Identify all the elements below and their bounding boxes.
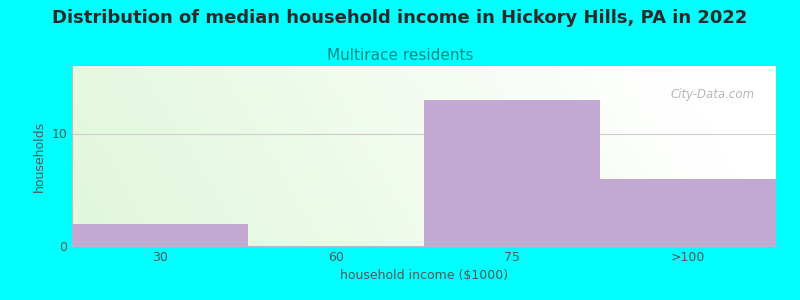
Bar bbox=[600, 178, 776, 246]
X-axis label: household income ($1000): household income ($1000) bbox=[340, 269, 508, 282]
Bar bbox=[424, 100, 600, 246]
Text: City-Data.com: City-Data.com bbox=[670, 88, 755, 100]
Y-axis label: households: households bbox=[33, 120, 46, 192]
Text: Distribution of median household income in Hickory Hills, PA in 2022: Distribution of median household income … bbox=[52, 9, 748, 27]
Text: Multirace residents: Multirace residents bbox=[326, 48, 474, 63]
Bar bbox=[72, 224, 248, 246]
